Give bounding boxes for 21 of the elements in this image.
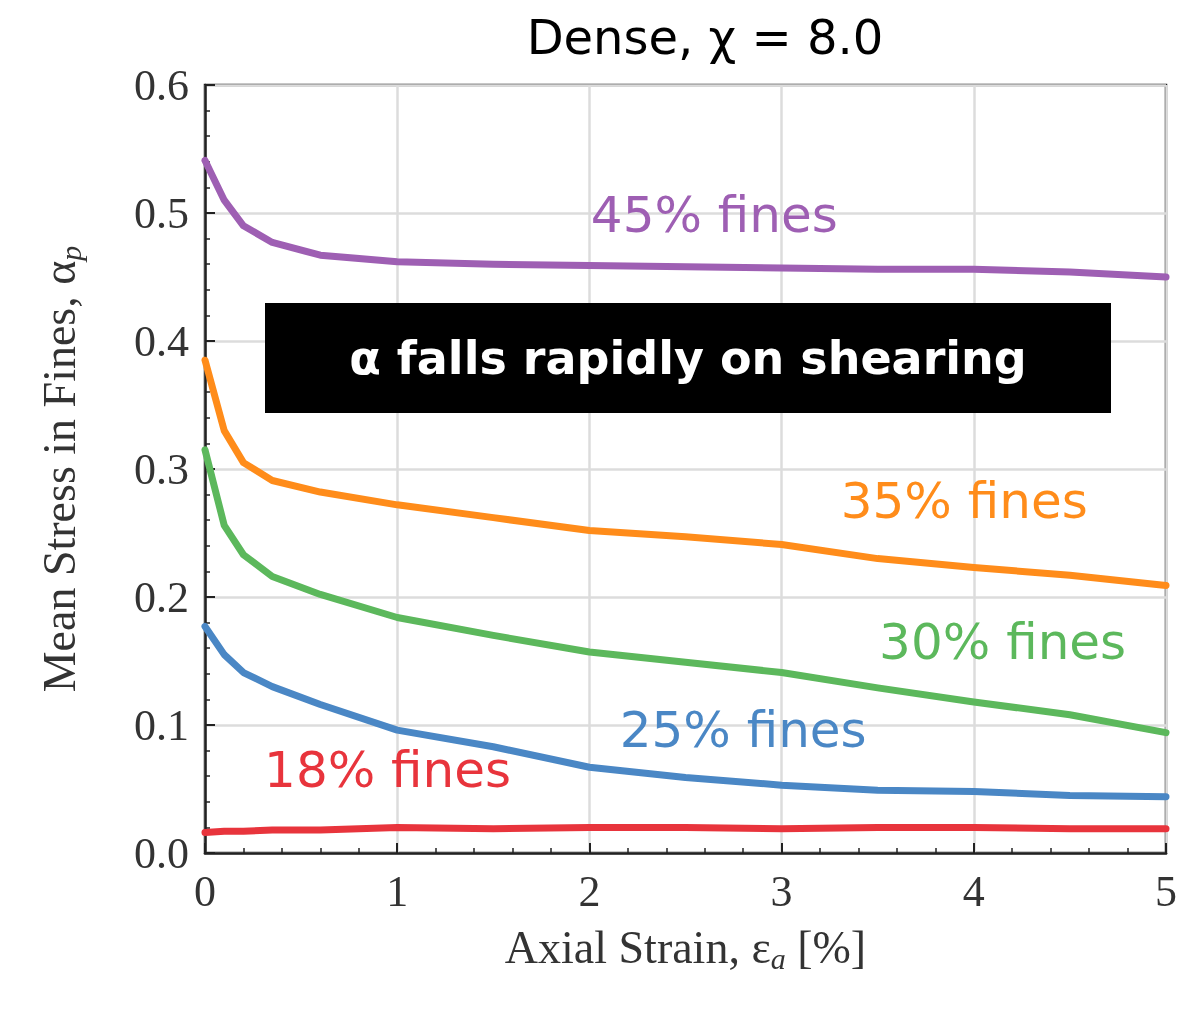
x-tick-label: 3: [770, 866, 793, 916]
y-axis-title: Mean Stress in Fines, αp: [33, 245, 87, 693]
y-tick-label: 0.0: [134, 828, 189, 878]
series-label: 35% fines: [840, 471, 1088, 530]
y-tick-label: 0.3: [134, 444, 189, 494]
series-label: 30% fines: [879, 612, 1127, 671]
y-tick-label: 0.4: [134, 316, 189, 366]
series-label: 25% fines: [619, 701, 867, 760]
y-tick-label: 0.5: [134, 188, 189, 238]
y-tick-label: 0.2: [134, 572, 189, 622]
x-tick-label: 2: [578, 866, 601, 916]
y-tick-label: 0.1: [134, 700, 189, 750]
series-label: 18% fines: [264, 740, 512, 799]
y-tick-label: 0.6: [134, 60, 189, 110]
chart-title: Dense, χ = 8.0: [526, 9, 884, 65]
x-tick-label: 4: [962, 866, 985, 916]
x-tick-label: 0: [194, 866, 216, 916]
series-label: 45% fines: [590, 186, 838, 245]
caption-box: α falls rapidly on shearing: [265, 303, 1111, 413]
x-tick-label: 5: [1155, 866, 1177, 916]
x-tick-label: 1: [386, 866, 409, 916]
